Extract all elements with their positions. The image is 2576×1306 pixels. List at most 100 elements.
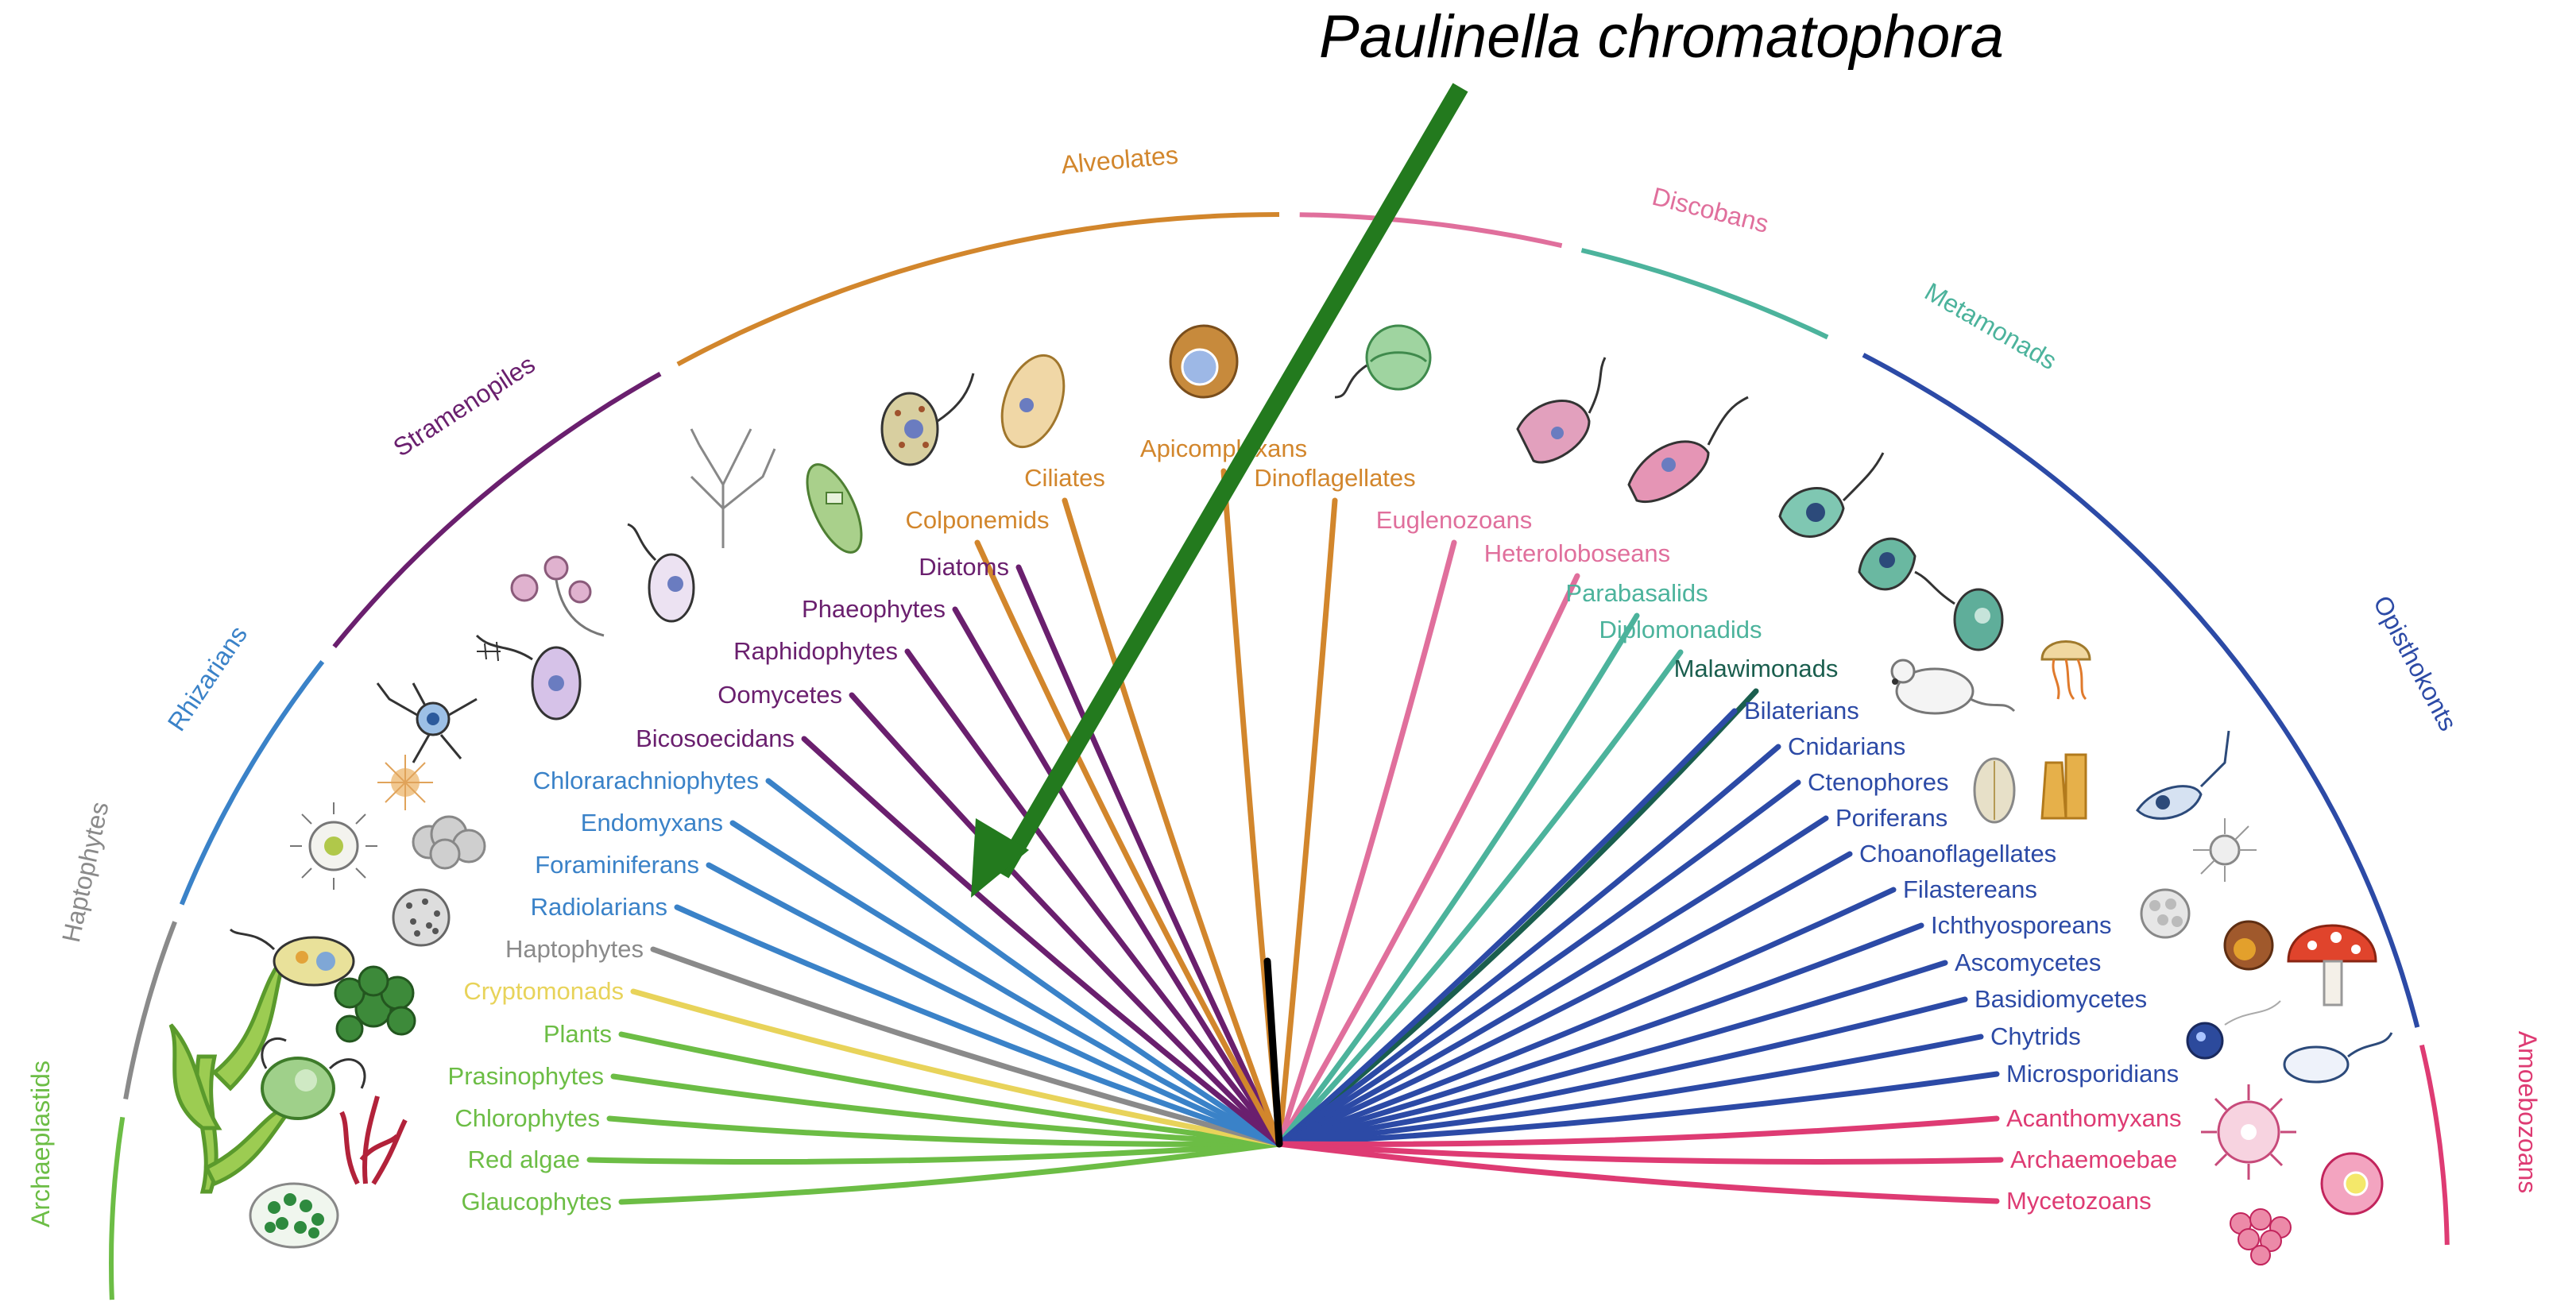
branch-choanoflagellates: [1276, 851, 1853, 1147]
taxon-label-bicosoecidans: Bicosoecidans: [636, 724, 795, 752]
group-arcs: [108, 212, 2450, 1300]
taxon-labels: Glaucophytes Red algae Chlorophytes Prasino…: [448, 435, 2182, 1215]
taxon-label-mycetozoans: Mycetozoans: [2006, 1187, 2152, 1215]
branch-ciliates: [1062, 497, 1282, 1147]
tree-branches: [586, 468, 2004, 1205]
taxon-label-plants: Plants: [543, 1020, 612, 1048]
taxon-label-archaemoebae: Archaemoebae: [2010, 1146, 2177, 1173]
euglenozoan-illustration: [1516, 357, 1607, 464]
group-label-haptophytes: Haptophytes: [56, 799, 114, 945]
branch-diatoms: [1015, 564, 1282, 1147]
pointer-arrow-shaft: [993, 83, 1468, 879]
malawimonad-illustration: [1914, 570, 2004, 651]
taxon-label-ciliates: Ciliates: [1024, 464, 1105, 492]
chytrid-illustration: [2186, 1000, 2281, 1060]
branch-chytrids: [1276, 1034, 1984, 1147]
diatom-illustration: [806, 463, 863, 554]
taxon-label-acanthomyxans: Acanthomyxans: [2006, 1104, 2182, 1132]
branch-cryptomonads: [630, 988, 1282, 1147]
taxon-label-raphidophytes: Raphidophytes: [733, 637, 898, 665]
bicosoecid-illustration: [475, 634, 582, 721]
arc-opisthokonts: [1862, 353, 2420, 1028]
taxon-label-haptophytes: Haptophytes: [505, 935, 644, 963]
branch-phaeophytes: [952, 606, 1282, 1147]
seaweed-illustration: [168, 952, 300, 1194]
chlorarachniophyte-illustration: [376, 682, 478, 763]
taxon-label-oomycetes: Oomycetes: [717, 681, 842, 709]
branch-filastereans: [1276, 887, 1897, 1147]
taxon-label-red-algae: Red algae: [468, 1146, 580, 1173]
acanthamoeba-illustration: [2201, 1084, 2296, 1180]
taxon-label-chlorarachniophytes: Chlorarachniophytes: [533, 767, 759, 794]
diplomonad-illustration: [1858, 537, 1917, 591]
microsporidian-illustration: [2283, 1032, 2393, 1084]
branch-haptophytes: [650, 946, 1282, 1147]
branch-heteroloboseans: [1276, 573, 1580, 1147]
branch-chlorarachniophytes: [765, 778, 1282, 1147]
taxon-label-ichthyosporeans: Ichthyosporeans: [1931, 911, 2111, 939]
branch-bilaterians: [1276, 708, 1738, 1147]
kelp-illustration: [690, 428, 776, 548]
branch-parabasalids: [1276, 612, 1640, 1147]
diagram-title: Paulinella chromatophora: [1319, 3, 2004, 71]
slime-mold-illustration: [2230, 1208, 2292, 1265]
chlorophyte-cell-illustration: [261, 1037, 366, 1120]
ciliate-illustration: [1000, 354, 1066, 449]
group-label-rhizarians: Rhizarians: [162, 620, 253, 736]
branch-ichthyosporeans: [1276, 922, 1924, 1147]
arc-metamonads: [1580, 248, 1829, 340]
ichthyosporean-illustration: [2140, 888, 2191, 939]
taxon-label-poriferans: Poriferans: [1835, 804, 1947, 832]
taxon-label-chlorophytes: Chlorophytes: [454, 1104, 600, 1132]
branch-red-algae: [586, 1141, 1282, 1165]
branch-chlorophytes: [606, 1115, 1282, 1147]
taxon-label-dinoflagellates: Dinoflagellates: [1254, 464, 1415, 492]
pointer-arrow: [971, 83, 1468, 898]
group-label-archaeplastids: Archaeplastids: [26, 1061, 55, 1227]
arc-discobans: [1299, 212, 1563, 249]
taxon-label-endomyxans: Endomyxans: [581, 809, 723, 837]
taxon-label-glaucophytes: Glaucophytes: [461, 1188, 612, 1215]
euglenoid-cell-illustration: [229, 928, 355, 987]
ctenophore-illustration: [1973, 757, 2016, 824]
branch-microsporidians: [1276, 1071, 2000, 1147]
taxon-label-foraminiferans: Foraminiferans: [535, 851, 699, 879]
coccolithophore-illustration: [392, 888, 451, 947]
sponge-illustration: [2040, 753, 2087, 820]
group-label-stramenopiles: Stramenopiles: [388, 350, 540, 462]
branch-poriferans: [1276, 815, 1829, 1147]
arc-archaeplastids: [108, 1116, 126, 1300]
filasterean-illustration: [2193, 818, 2257, 882]
group-label-alveolates: Alveolates: [1060, 141, 1179, 180]
taxon-label-prasinophytes: Prasinophytes: [448, 1062, 604, 1090]
taxon-label-basidiomycetes: Basidiomycetes: [1975, 985, 2147, 1013]
branch-diplomonadids: [1276, 649, 1684, 1147]
jellyfish-illustration: [2040, 640, 2091, 701]
taxon-label-cnidarians: Cnidarians: [1788, 732, 1905, 760]
parabasalid-illustration: [1778, 452, 1885, 538]
group-label-opisthokonts: Opisthokonts: [2368, 591, 2462, 736]
red-alga-illustration: [339, 1095, 408, 1185]
oomycete-illustration: [510, 555, 605, 637]
taxon-label-cryptomonads: Cryptomonads: [463, 977, 624, 1005]
branch-colponemids: [974, 539, 1282, 1147]
branch-plants: [618, 1031, 1282, 1147]
branch-raphidophytes: [904, 648, 1282, 1147]
choanoflagellate-illustration: [2136, 730, 2230, 820]
taxon-label-malawimonads: Malawimonads: [1674, 655, 1839, 682]
branch-dinoflagellates: [1276, 497, 1338, 1147]
branch-oomycetes: [849, 692, 1282, 1147]
taxon-label-chytrids: Chytrids: [1990, 1022, 2081, 1050]
branch-malawimonads: [1276, 688, 1759, 1147]
pointer-arrow-head: [971, 818, 1029, 898]
mushroom-illustration: [2287, 924, 2377, 1007]
branch-ascomycetes: [1276, 960, 1948, 1147]
taxon-label-radiolarians: Radiolarians: [531, 893, 667, 921]
group-label-amoebozoans: Amoebozoans: [2513, 1031, 2542, 1194]
branch-basidiomycetes: [1276, 996, 1968, 1147]
raphidophyte-illustration: [627, 523, 695, 623]
archaemoeba-illustration: [2320, 1152, 2384, 1215]
taxon-label-euglenozoans: Euglenozoans: [1376, 506, 1533, 534]
branch-mycetozoans: [1276, 1141, 2000, 1204]
branch-cnidarians: [1276, 744, 1781, 1147]
